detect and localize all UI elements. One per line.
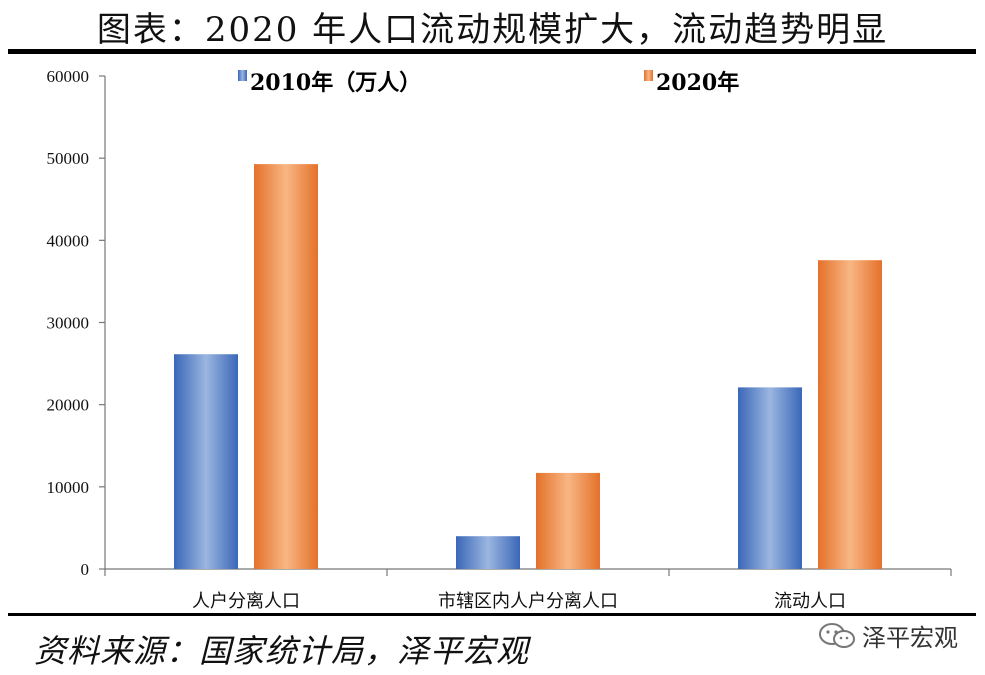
y-tick-label: 40000: [47, 231, 90, 250]
chart-title: 图表：2020 年人口流动规模扩大，流动趋势明显: [96, 10, 889, 50]
x-category-label: 人户分离人口: [192, 591, 300, 612]
watermark-text: 泽平宏观: [862, 624, 958, 652]
bar-2010-2: [738, 387, 802, 569]
source-note: 资料来源：国家统计局，泽平宏观: [34, 632, 530, 670]
y-tick-label: 0: [81, 560, 90, 579]
watermark: 泽平宏观: [818, 618, 958, 653]
legend-label-0: 2010年（万人）: [250, 70, 421, 96]
y-tick-label: 50000: [47, 149, 90, 168]
bottom-divider: [8, 613, 976, 616]
bar-2010-1: [456, 536, 520, 569]
bar-2020-1: [536, 472, 600, 569]
x-category-label: 市辖区内人户分离人口: [438, 591, 618, 612]
wechat-icon: [819, 622, 855, 648]
legend-swatch-1: [644, 70, 653, 81]
legend-swatch-0: [238, 70, 247, 81]
x-category-label: 流动人口: [774, 591, 846, 612]
y-tick-label: 60000: [47, 67, 90, 86]
plot-area: 0 10000 20000 30000 40000 50000 60000 人户分离人口 市辖区…: [47, 67, 952, 612]
bar-chart: 0 10000 20000 30000 40000 50000 60000 人户分离人口 市辖区…: [47, 67, 952, 612]
bar-2020-0: [254, 164, 318, 569]
y-tick-label: 30000: [47, 314, 90, 333]
y-tick-label: 20000: [47, 396, 90, 415]
y-tick-label: 10000: [47, 478, 90, 497]
bar-2010-0: [174, 354, 238, 569]
legend-label-1: 2020年: [656, 70, 739, 96]
top-divider: [8, 49, 976, 54]
bar-2020-2: [818, 260, 882, 569]
